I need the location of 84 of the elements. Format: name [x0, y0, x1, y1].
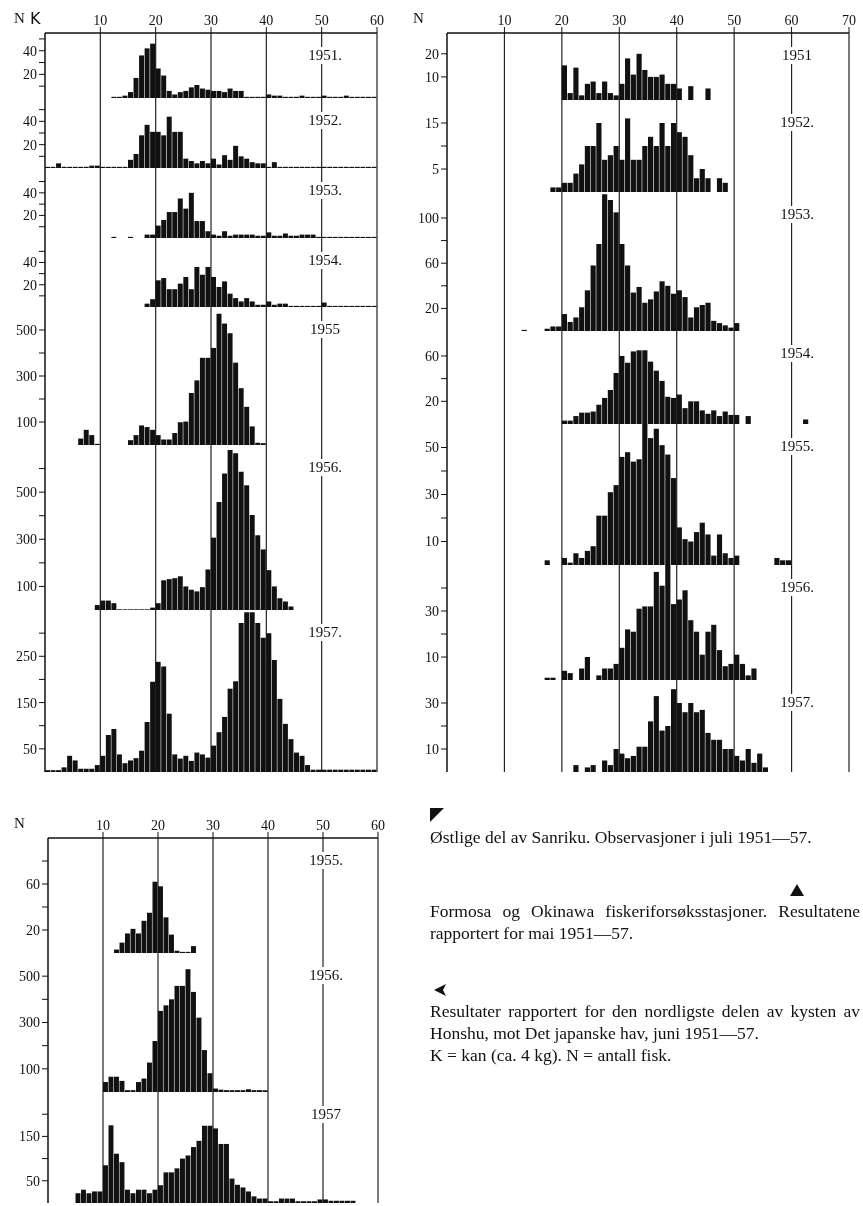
x-tick-label: 50	[314, 13, 329, 28]
y-tick-label: 20	[425, 301, 439, 317]
x-tick-label: 60	[784, 13, 799, 28]
y-tick-label: 30	[425, 603, 439, 619]
y-axis-title: N	[14, 815, 25, 832]
y-tick-label: 20	[425, 394, 439, 410]
y-tick-label: 40	[23, 43, 37, 59]
text: 1951	[759, 47, 835, 64]
y-tick-label: 20	[23, 208, 37, 224]
text: 1955	[287, 321, 363, 338]
x-tick-label: 20	[554, 13, 569, 28]
text: 1953.	[287, 182, 363, 199]
text: Resultater rapportert for den nordligste delen av kysten av Honshu, mot Det japanske hav, juni 1951—57.	[430, 1000, 860, 1044]
y-tick-label: 40	[23, 114, 37, 130]
x-axis-title: K	[30, 9, 41, 28]
x-tick-label: 70	[842, 13, 856, 28]
y-tick-label: 250	[16, 649, 37, 665]
y-tick-label: 500	[19, 969, 40, 985]
y-tick-label: 60	[425, 256, 439, 272]
y-tick-label: 100	[16, 414, 37, 430]
text: 1957.	[759, 694, 835, 711]
y-tick-label: 60	[425, 348, 439, 364]
text: 1957	[288, 1106, 364, 1123]
text: Formosa og Okinawa fiskeriforsøksstasjoner. Resultatene rapportert for mai 1951—57.	[430, 900, 860, 944]
text: 1955.	[759, 438, 835, 455]
y-tick-label: 20	[23, 137, 37, 153]
y-tick-label: 150	[19, 1129, 40, 1145]
x-tick-label: 30	[206, 818, 220, 833]
text: 1952.	[287, 112, 363, 129]
y-tick-label: 5	[432, 161, 439, 177]
y-tick-label: 20	[425, 46, 439, 62]
text: 1956.	[759, 579, 835, 596]
text: 1954.	[287, 252, 363, 269]
x-tick-label: 10	[497, 13, 512, 28]
text: 1954.	[759, 345, 835, 362]
y-tick-label: 50	[26, 1173, 40, 1189]
x-tick-label: 40	[259, 13, 274, 28]
x-tick-label: 60	[370, 13, 384, 28]
x-tick-label: 60	[371, 818, 385, 833]
x-tick-label: 30	[204, 13, 218, 28]
text: 1952.	[759, 114, 835, 131]
y-tick-label: 20	[23, 67, 37, 83]
x-tick-label: 30	[612, 13, 627, 28]
text: 1951.	[287, 47, 363, 64]
y-tick-label: 300	[16, 368, 37, 384]
x-tick-label: 40	[261, 818, 275, 833]
y-tick-label: 100	[16, 579, 37, 595]
y-tick-label: 15	[425, 115, 439, 131]
y-tick-label: 10	[425, 69, 439, 85]
text: 1956.	[287, 459, 363, 476]
text: 1955.	[288, 852, 364, 869]
y-tick-label: 20	[23, 277, 37, 293]
y-tick-label: 50	[23, 741, 37, 757]
y-tick-label: 100	[418, 210, 439, 226]
text: Østlige del av Sanriku. Observasjoner i juli 1951—57.	[430, 826, 813, 848]
y-tick-label: 10	[425, 741, 439, 757]
y-tick-label: 40	[23, 255, 37, 271]
y-tick-label: 40	[23, 185, 37, 201]
x-tick-label: 20	[148, 13, 163, 28]
text: K = kan (ca. 4 kg). N = antall fisk.	[430, 1044, 673, 1066]
y-tick-label: 150	[16, 695, 37, 711]
y-tick-label: 30	[425, 487, 439, 503]
x-tick-label: 10	[96, 818, 110, 833]
x-tick-label: 20	[151, 818, 165, 833]
x-tick-label: 50	[316, 818, 330, 833]
text: 1956.	[288, 967, 364, 984]
y-tick-label: 300	[16, 532, 37, 548]
y-tick-label: 100	[19, 1061, 40, 1077]
y-tick-label: 20	[26, 922, 40, 938]
text: 1953.	[759, 206, 835, 223]
x-tick-label: 50	[727, 13, 742, 28]
y-tick-label: 30	[425, 695, 439, 711]
y-axis-title: N	[14, 10, 25, 27]
y-tick-label: 10	[425, 534, 439, 550]
y-axis-title: N	[413, 10, 424, 27]
y-tick-label: 500	[16, 322, 37, 338]
y-tick-label: 50	[425, 440, 439, 456]
text: 1957.	[287, 624, 363, 641]
y-tick-label: 300	[19, 1015, 40, 1031]
y-tick-label: 60	[26, 876, 40, 892]
x-tick-label: 10	[93, 13, 108, 28]
x-tick-label: 40	[669, 13, 684, 28]
y-tick-label: 10	[425, 649, 439, 665]
y-tick-label: 500	[16, 485, 37, 501]
